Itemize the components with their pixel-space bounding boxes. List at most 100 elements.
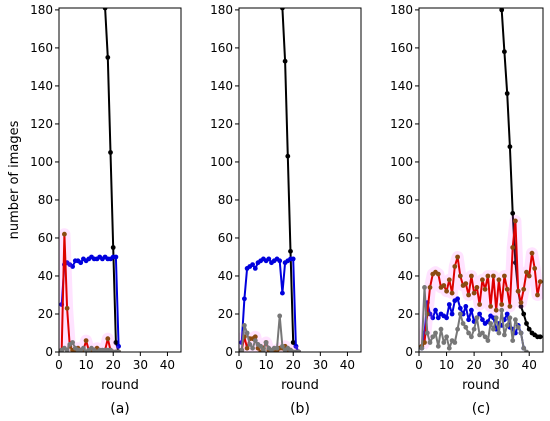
- data-point: [250, 345, 256, 351]
- y-tick-label: 20: [218, 307, 233, 321]
- y-tick-label: 40: [38, 269, 53, 283]
- data-point: [463, 281, 469, 286]
- data-point: [457, 305, 463, 311]
- data-point: [513, 218, 518, 224]
- data-point: [477, 302, 482, 307]
- data-point: [116, 343, 121, 349]
- data-point: [70, 264, 75, 269]
- data-point: [518, 304, 524, 309]
- data-point: [466, 317, 471, 323]
- data-point: [62, 231, 67, 237]
- axes-frame: [238, 7, 362, 353]
- data-point: [261, 347, 266, 352]
- data-point: [444, 334, 449, 340]
- data-point: [497, 0, 502, 3]
- x-tick-label: 10: [258, 358, 273, 372]
- x-tick-label: 20: [106, 358, 121, 372]
- data-point: [239, 347, 245, 352]
- data-point: [116, 349, 121, 352]
- data-point: [438, 326, 444, 332]
- data-point: [263, 340, 269, 345]
- plot-area: [59, 8, 122, 352]
- data-point: [474, 285, 480, 290]
- x-tick-label: 40: [160, 358, 175, 372]
- data-point: [457, 311, 463, 317]
- data-point: [242, 296, 247, 302]
- data-point: [455, 254, 460, 260]
- data-point: [526, 273, 532, 279]
- data-point: [452, 340, 458, 345]
- data-point: [480, 317, 485, 323]
- data-point: [515, 324, 521, 330]
- data-point: [110, 245, 116, 250]
- data-point: [433, 330, 438, 336]
- data-point: [441, 340, 447, 345]
- data-point: [244, 345, 250, 351]
- x-axis-label: round: [462, 378, 500, 393]
- data-point: [452, 264, 458, 269]
- y-tick-label: 160: [210, 41, 233, 55]
- panel-label: (b): [290, 401, 310, 417]
- data-point: [524, 269, 529, 275]
- data-point: [78, 260, 84, 266]
- y-tick-label: 60: [218, 231, 233, 245]
- y-tick-label: 180: [390, 3, 413, 17]
- data-point: [466, 330, 471, 336]
- data-point: [480, 277, 485, 283]
- data-point: [64, 347, 70, 352]
- y-tick-label: 80: [218, 193, 233, 207]
- panel-label: (c): [472, 401, 491, 417]
- data-point: [288, 248, 293, 254]
- data-point: [252, 266, 258, 271]
- y-tick-label: 60: [38, 231, 53, 245]
- data-point: [480, 330, 485, 336]
- data-point: [510, 338, 516, 343]
- x-tick-label: 20: [286, 358, 301, 372]
- y-tick-label: 60: [398, 231, 413, 245]
- data-point: [510, 245, 516, 250]
- data-point: [282, 58, 288, 64]
- data-point: [507, 315, 513, 321]
- x-tick-label: 40: [522, 358, 537, 372]
- data-point: [521, 311, 527, 317]
- data-point: [242, 323, 247, 328]
- data-point: [482, 286, 488, 292]
- data-point: [491, 273, 496, 279]
- data-point: [460, 321, 466, 326]
- data-point: [524, 321, 529, 326]
- x-tick-label: 10: [439, 358, 454, 372]
- data-point: [424, 330, 430, 336]
- data-point: [469, 307, 474, 313]
- x-axis-label: round: [101, 378, 139, 393]
- x-tick-label: 0: [55, 358, 63, 372]
- data-point: [70, 340, 75, 345]
- data-point: [290, 256, 296, 262]
- data-point: [430, 334, 436, 340]
- y-tick-label: 120: [30, 117, 53, 131]
- data-point: [277, 313, 283, 319]
- data-point: [532, 266, 538, 271]
- data-point: [496, 277, 502, 283]
- data-point: [529, 250, 535, 256]
- series-band: [59, 228, 122, 352]
- data-point: [507, 304, 513, 309]
- data-point: [105, 336, 111, 342]
- data-point: [499, 8, 505, 13]
- y-tick-label: 0: [225, 345, 233, 359]
- data-point: [430, 315, 436, 321]
- y-tick-label: 100: [210, 155, 233, 169]
- data-point: [466, 292, 471, 298]
- data-point: [482, 334, 488, 340]
- y-tick-label: 0: [405, 345, 413, 359]
- y-tick-label: 120: [210, 117, 233, 131]
- y-tick-label: 20: [398, 307, 413, 321]
- data-point: [524, 349, 529, 352]
- plot-area: [419, 0, 543, 352]
- data-point: [449, 290, 455, 296]
- x-tick-label: 30: [313, 358, 328, 372]
- data-point: [102, 8, 108, 11]
- y-tick-label: 80: [38, 193, 53, 207]
- y-axis-label: number of images: [7, 120, 22, 239]
- data-point: [441, 283, 447, 288]
- data-point: [244, 330, 250, 336]
